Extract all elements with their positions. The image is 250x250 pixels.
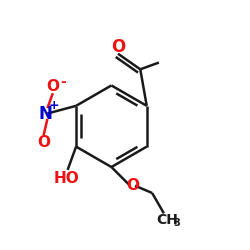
Text: O: O [126,178,139,192]
Text: HO: HO [54,171,79,186]
Text: CH: CH [156,213,178,227]
Text: +: + [48,99,59,112]
Text: O: O [46,79,59,94]
Text: O: O [111,38,125,56]
Text: 3: 3 [173,218,180,228]
Text: -: - [60,75,66,89]
Text: O: O [37,135,50,150]
Text: N: N [38,104,52,122]
